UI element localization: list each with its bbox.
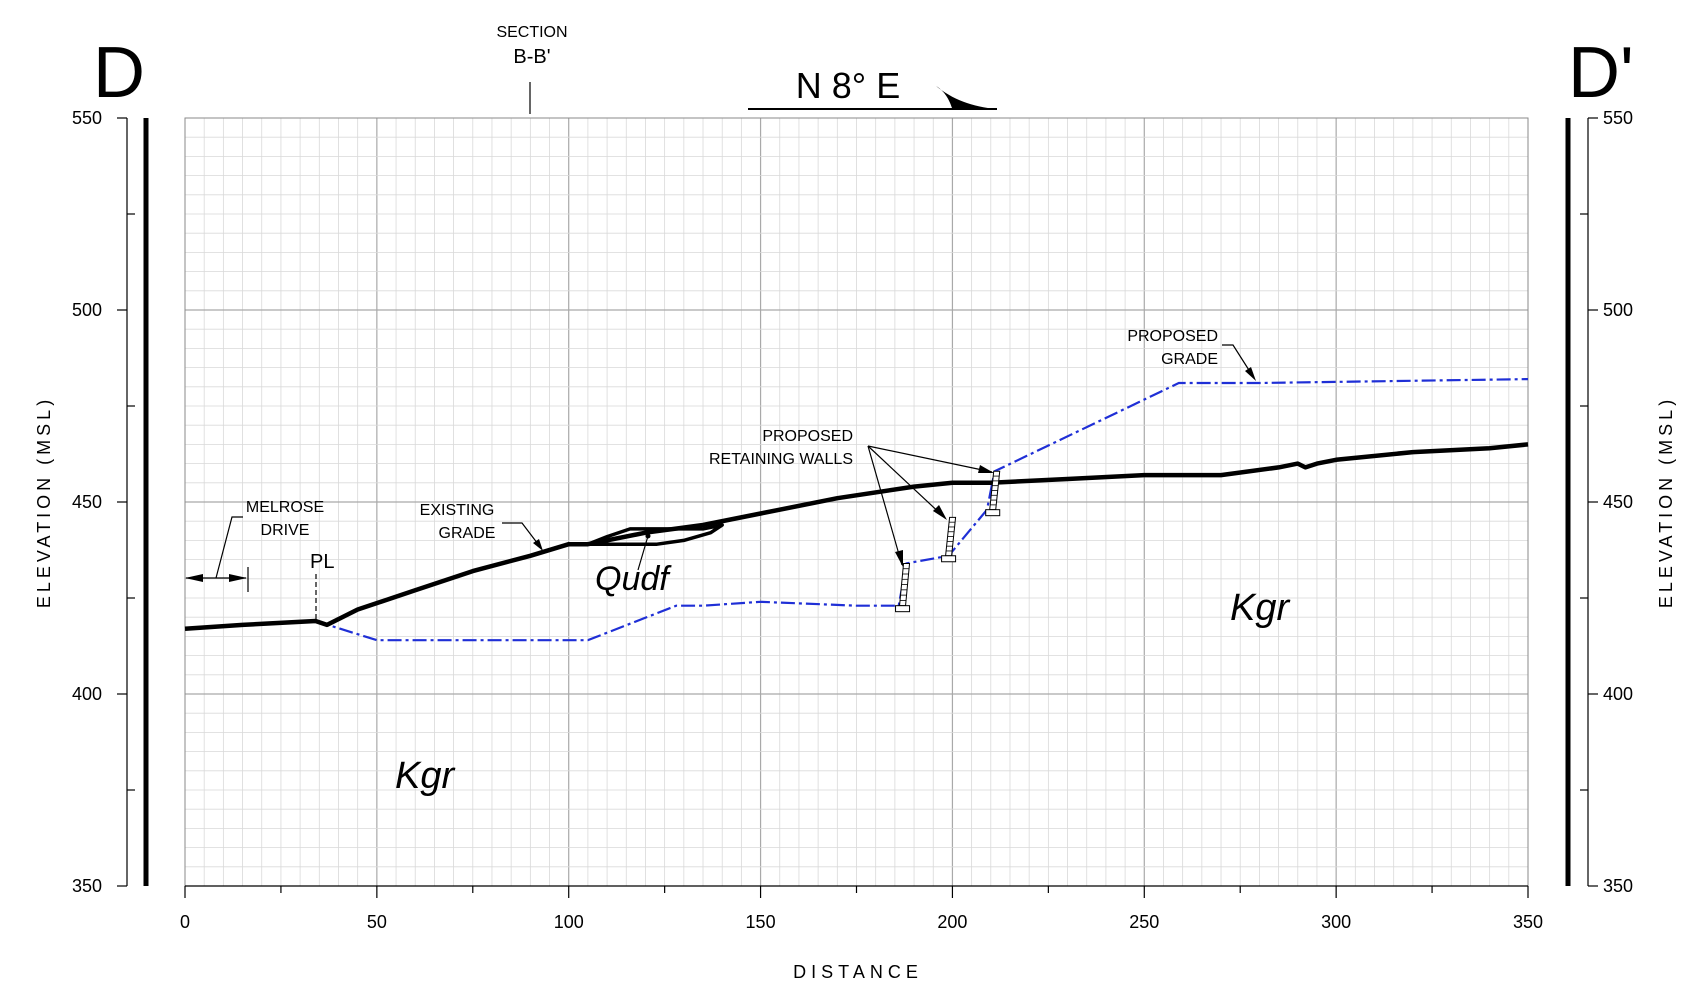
property-line-callout: PL — [310, 551, 334, 620]
melrose-leader — [215, 516, 243, 579]
wall-arrow-2 — [933, 505, 947, 520]
wall-leader-2 — [867, 445, 946, 519]
x-tick-label: 250 — [1129, 912, 1159, 932]
x-tick-label: 100 — [554, 912, 584, 932]
y-tick-label-left: 400 — [72, 684, 102, 704]
melrose-arrow-right — [229, 574, 247, 582]
existing-grade-arrow — [533, 539, 543, 551]
x-tick-label: 300 — [1321, 912, 1351, 932]
north-arrow-icon — [936, 86, 997, 109]
existing-grade-callout: EXISTING GRADE — [420, 502, 543, 551]
retaining-wall-footing — [941, 555, 957, 563]
y-tick-label-left: 500 — [72, 300, 102, 320]
retaining-wall-footing — [985, 509, 1001, 517]
qudf-deposit-outline — [587, 523, 724, 546]
proposed-grade-callout: PROPOSED GRADE — [1127, 328, 1256, 381]
bearing-label: N 8° E — [796, 65, 900, 106]
wall-arrow-1 — [895, 550, 903, 567]
y-tick-label-right: 550 — [1603, 108, 1633, 128]
proposed-grade-label-2: GRADE — [1161, 351, 1218, 368]
proposed-grade-arrow — [1245, 367, 1256, 381]
x-tick-label: 200 — [937, 912, 967, 932]
qudf-leader-dot — [645, 533, 651, 539]
retaining-wall — [985, 470, 1001, 517]
melrose-arrow-left — [185, 574, 203, 582]
retaining-wall — [941, 516, 957, 563]
wall-leader-1 — [867, 445, 903, 566]
existing-grade-leader — [502, 522, 542, 549]
section-ref-label: SECTION — [496, 24, 567, 41]
property-line-label: PL — [310, 551, 334, 573]
grid — [185, 118, 1528, 886]
retaining-wall — [895, 562, 911, 613]
qudf-leader — [637, 535, 649, 571]
axis-ticks: 0 50 100 150 200 250 300 350 550 550 500 500 450 450 4… — [72, 108, 1633, 932]
retaining-walls-label-1: PROPOSED — [762, 428, 853, 445]
x-axis-title: DISTANCE — [793, 962, 923, 982]
section-ref-name: B-B' — [513, 46, 550, 68]
x-tick-label: 150 — [746, 912, 776, 932]
y-axis-title-right: ELEVATION (MSL) — [1656, 396, 1676, 608]
qudf-callout — [637, 533, 651, 571]
melrose-label-1: MELROSE — [246, 499, 324, 516]
proposed-grade-label-1: PROPOSED — [1127, 328, 1218, 345]
x-tick-label: 0 — [180, 912, 190, 932]
melrose-label-2: DRIVE — [261, 522, 310, 539]
y-tick-label-right: 500 — [1603, 300, 1633, 320]
x-tick-label: 50 — [367, 912, 387, 932]
section-end-label-right: D' — [1568, 33, 1634, 113]
proposed-grade-leader — [1222, 344, 1255, 379]
retaining-walls-label-2: RETAINING WALLS — [709, 451, 853, 468]
y-tick-label-right: 400 — [1603, 684, 1633, 704]
y-tick-label-left: 350 — [72, 876, 102, 896]
x-tick-label: 350 — [1513, 912, 1543, 932]
existing-grade-label-1: EXISTING — [420, 502, 495, 519]
section-end-label-left: D — [93, 33, 145, 113]
y-axis-title-left: ELEVATION (MSL) — [34, 396, 54, 608]
wall-leader-3 — [867, 445, 993, 473]
existing-grade-label-2: GRADE — [439, 525, 496, 542]
unit-label-kgr-left: Kgr — [395, 755, 455, 797]
retaining-walls-callout: PROPOSED RETAINING WALLS — [709, 428, 994, 567]
y-tick-label-right: 350 — [1603, 876, 1633, 896]
wall-arrow-3 — [978, 465, 994, 473]
retaining-walls — [895, 470, 1001, 613]
y-tick-label-left: 550 — [72, 108, 102, 128]
unit-label-kgr-right: Kgr — [1230, 587, 1290, 629]
retaining-wall-footing — [895, 605, 911, 613]
proposed-grade-line — [315, 378, 1529, 642]
unit-label-qudf: Qudf — [595, 560, 672, 598]
melrose-drive-callout: MELROSE DRIVE — [185, 499, 324, 592]
y-tick-label-right: 450 — [1603, 492, 1633, 512]
y-tick-label-left: 450 — [72, 492, 102, 512]
existing-grade-line — [184, 442, 1529, 631]
